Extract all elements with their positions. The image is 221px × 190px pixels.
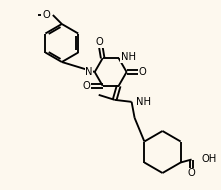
Text: O: O xyxy=(188,169,196,178)
Text: O: O xyxy=(139,67,147,77)
Text: OH: OH xyxy=(202,154,217,164)
Text: NH: NH xyxy=(136,97,151,107)
Text: N: N xyxy=(85,67,93,77)
Text: NH: NH xyxy=(121,52,136,62)
Text: O: O xyxy=(83,81,91,91)
Text: O: O xyxy=(96,37,104,47)
Text: O: O xyxy=(42,10,50,20)
